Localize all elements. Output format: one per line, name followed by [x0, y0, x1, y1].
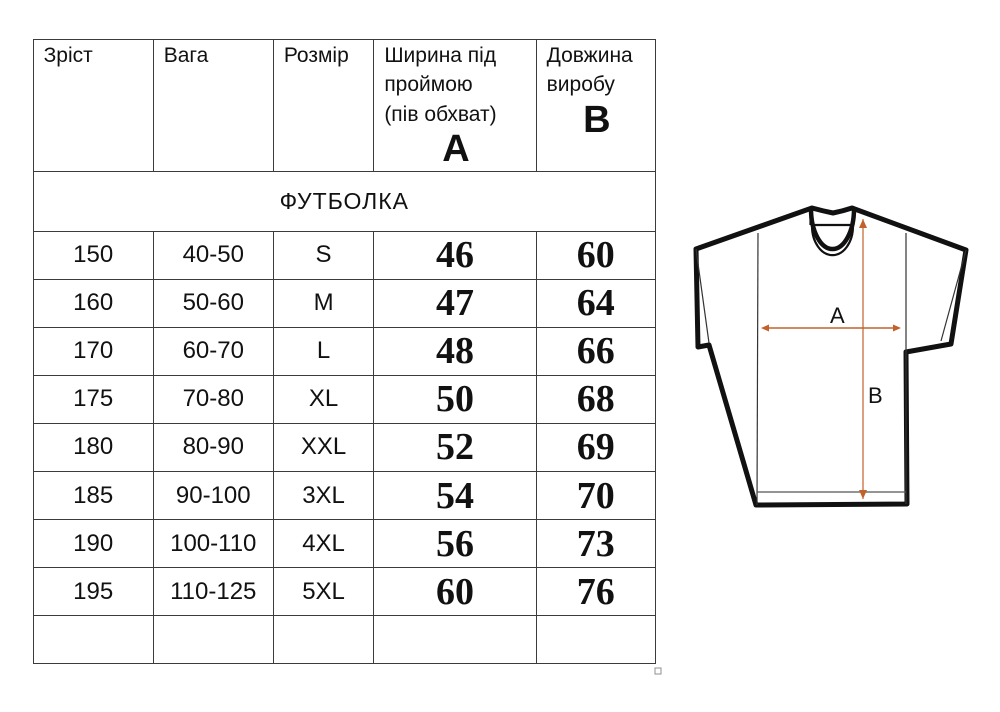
svg-text:A: A: [830, 303, 845, 328]
svg-text:B: B: [868, 383, 883, 408]
